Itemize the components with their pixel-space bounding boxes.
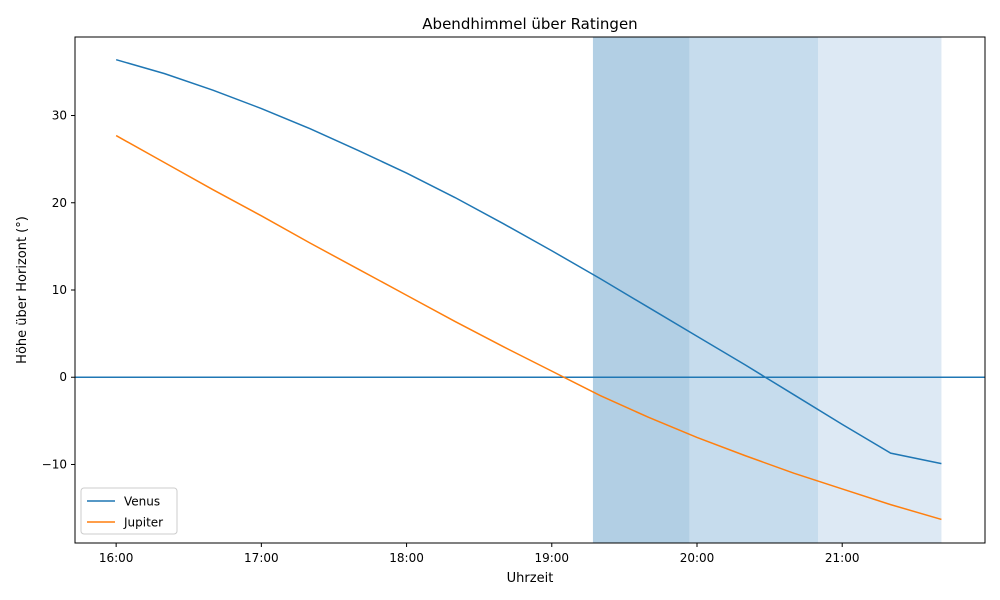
x-tick-label: 16:00 xyxy=(99,551,134,565)
x-tick-label: 19:00 xyxy=(534,551,569,565)
legend: Venus Jupiter xyxy=(80,487,178,535)
legend-label-jupiter: Jupiter xyxy=(123,516,163,530)
series-lines xyxy=(115,58,942,521)
x-tick-label: 21:00 xyxy=(825,551,860,565)
twilight-band xyxy=(818,37,942,543)
x-tick-label: 17:00 xyxy=(244,551,279,565)
x-axis-label: Uhrzeit xyxy=(507,571,554,586)
twilight-band xyxy=(592,37,690,543)
chart-title: Abendhimmel über Ratingen xyxy=(422,15,637,33)
twilight-bands xyxy=(592,37,942,543)
y-tick-label: 10 xyxy=(52,283,67,297)
y-axis-ticks: −10 0 10 20 30 xyxy=(42,109,75,471)
series-line-venus xyxy=(115,58,942,465)
twilight-band xyxy=(689,37,819,543)
x-tick-label: 20:00 xyxy=(680,551,715,565)
y-axis-label: Höhe über Horizont (°) xyxy=(15,216,30,364)
y-tick-label: 0 xyxy=(59,370,67,384)
x-axis-ticks: 16:00 17:00 18:00 19:00 20:00 21:00 xyxy=(99,543,860,565)
y-tick-label: 20 xyxy=(52,196,67,210)
x-tick-label: 18:00 xyxy=(389,551,424,565)
series-line-jupiter xyxy=(115,134,942,521)
legend-label-venus: Venus xyxy=(124,495,160,509)
y-tick-label: −10 xyxy=(42,457,67,471)
y-tick-label: 30 xyxy=(52,109,67,123)
